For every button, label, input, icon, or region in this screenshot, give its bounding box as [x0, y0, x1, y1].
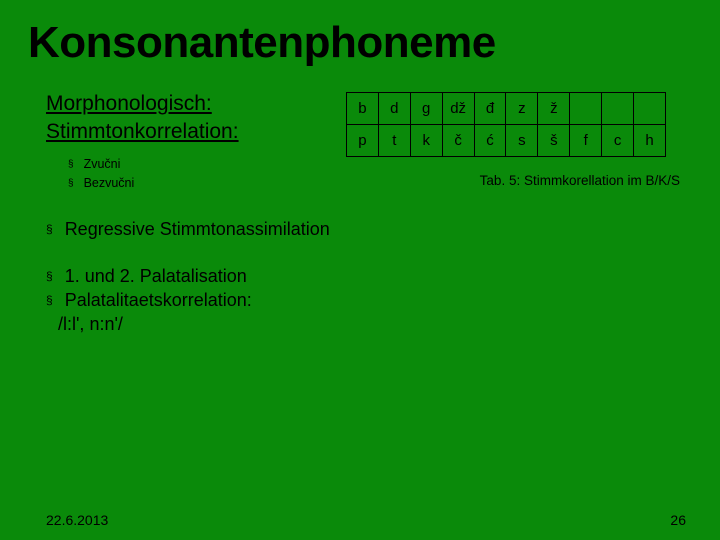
consonant-table: b d g dž đ z ž p t k č ć s š f c: [346, 92, 666, 157]
list-item-label: /l:l', n:n'/: [58, 312, 123, 336]
right-column: b d g dž đ z ž p t k č ć s š f c: [346, 90, 690, 193]
list-item: § Bezvučni: [68, 174, 326, 193]
list-item-label: Bezvučni: [84, 174, 135, 193]
table-row: p t k č ć s š f c h: [347, 125, 666, 157]
list-item-label: Palatalitaetskorrelation:: [65, 288, 252, 312]
table-cell: [602, 93, 634, 125]
table-cell: h: [634, 125, 666, 157]
main-bullet-list: § Regressive Stimmtonassimilation § 1. u…: [0, 193, 720, 336]
subheading-line-1: Morphonologisch:: [46, 92, 212, 115]
bullet-icon: §: [68, 155, 74, 173]
list-item: § Palatalitaetskorrelation:: [46, 288, 720, 312]
table-cell: g: [410, 93, 442, 125]
table-cell: š: [538, 125, 570, 157]
table-cell: č: [442, 125, 474, 157]
subheading: Morphonologisch: Stimmtonkorrelation:: [46, 90, 326, 147]
list-item-label: Zvučni: [84, 155, 121, 174]
table-cell: k: [410, 125, 442, 157]
table-cell: [570, 93, 602, 125]
table-cell: f: [570, 125, 602, 157]
table-cell: ž: [538, 93, 570, 125]
table-cell: p: [347, 125, 379, 157]
list-item-label: Regressive Stimmtonassimilation: [65, 217, 330, 241]
list-item: § 1. und 2. Palatalisation: [46, 264, 720, 288]
bullet-icon: §: [46, 288, 53, 308]
list-item-label: 1. und 2. Palatalisation: [65, 264, 247, 288]
slide-footer: 22.6.2013 26: [0, 512, 720, 528]
footer-page-number: 26: [670, 512, 686, 528]
table-cell: b: [347, 93, 379, 125]
table-cell: [634, 93, 666, 125]
footer-date: 22.6.2013: [46, 512, 108, 528]
table-cell: c: [602, 125, 634, 157]
table-cell: ć: [474, 125, 506, 157]
bullet-group: § 1. und 2. Palatalisation § Palatalitae…: [46, 242, 720, 337]
slide-title: Konsonantenphoneme: [0, 0, 720, 68]
table-row: b d g dž đ z ž: [347, 93, 666, 125]
list-item: § Zvučni: [68, 155, 326, 174]
table-cell: z: [506, 93, 538, 125]
table-caption: Tab. 5: Stimmkorellation im B/K/S: [346, 157, 690, 188]
list-item: /l:l', n:n'/: [46, 312, 720, 336]
upper-row: Morphonologisch: Stimmtonkorrelation: § …: [0, 68, 720, 193]
table-cell: dž: [442, 93, 474, 125]
table-cell: đ: [474, 93, 506, 125]
sub-list: § Zvučni § Bezvučni: [46, 147, 326, 194]
table-cell: d: [378, 93, 410, 125]
table-cell: t: [378, 125, 410, 157]
left-column: Morphonologisch: Stimmtonkorrelation: § …: [46, 90, 326, 193]
bullet-icon: §: [68, 174, 74, 192]
table-cell: s: [506, 125, 538, 157]
bullet-icon: §: [46, 217, 53, 237]
bullet-group: § Regressive Stimmtonassimilation: [46, 217, 720, 241]
subheading-line-2: Stimmtonkorrelation:: [46, 120, 239, 143]
list-item: § Regressive Stimmtonassimilation: [46, 217, 720, 241]
bullet-icon: §: [46, 264, 53, 284]
